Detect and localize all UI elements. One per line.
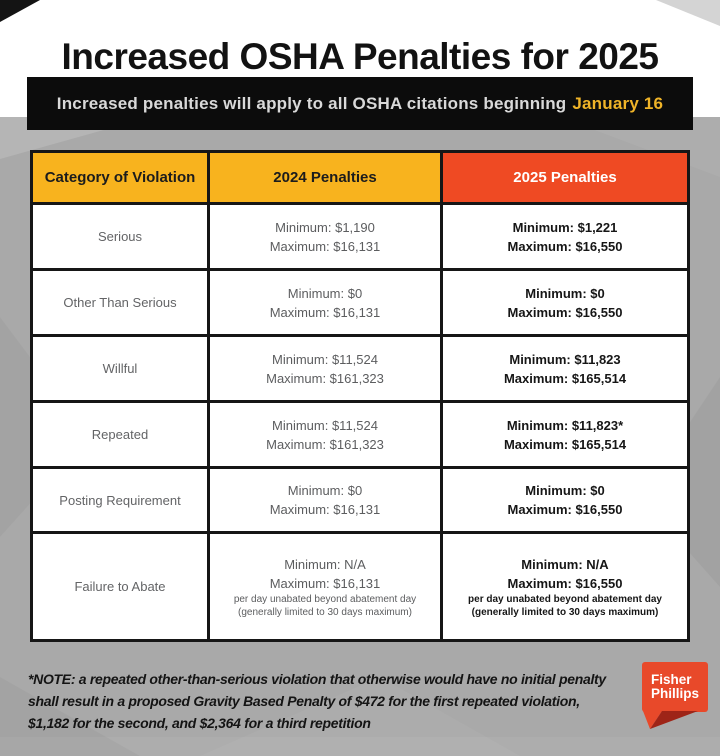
min-value: Minimum: N/A	[521, 556, 609, 572]
min-value: Minimum: $0	[525, 483, 605, 498]
max-value: Maximum: $161,323	[266, 370, 384, 386]
category-cell: Posting Requirement	[33, 469, 210, 534]
footnote-line: $1,182 for the second, and $2,364 for a …	[28, 715, 371, 731]
banner-highlight-date: January 16	[572, 93, 664, 113]
max-value: Maximum: $165,514	[503, 436, 627, 452]
footnote: *NOTE: a repeated other-than-serious vio…	[28, 668, 688, 734]
penalty-2025-cell: Minimum: $0 Maximum: $16,550	[443, 271, 687, 337]
category-cell: Failure to Abate	[33, 534, 210, 639]
subtitle-banner: Increased penalties will apply to all OS…	[27, 77, 693, 130]
footnote-line: shall result in a proposed Gravity Based…	[28, 693, 580, 709]
category-cell: Other Than Serious	[33, 271, 210, 337]
min-value: Minimum: $0	[525, 285, 605, 301]
penalty-2024-cell: Minimum: $0 Maximum: $16,131	[210, 271, 443, 337]
limit-note: (generally limited to 30 days maximum)	[238, 606, 412, 618]
per-day-note: per day unabated beyond abatement day	[468, 593, 662, 605]
header-category: Category of Violation	[33, 153, 210, 205]
top-left-corner-accent	[0, 0, 40, 22]
penalty-2024-cell: Minimum: $0 Maximum: $16,131	[210, 469, 443, 534]
penalty-2025-cell: Minimum: $1,221 Maximum: $16,550	[443, 205, 687, 271]
max-value: Maximum: $16,550	[507, 238, 623, 254]
penalty-2024-cell: Minimum: $1,190 Maximum: $16,131	[210, 205, 443, 271]
penalties-table: Category of Violation 2024 Penalties 202…	[30, 150, 690, 642]
penalty-2024-cell: Minimum: $11,524 Maximum: $161,323	[210, 403, 443, 469]
min-value: Minimum: $0	[287, 483, 363, 498]
max-value: Maximum: $16,131	[269, 238, 381, 254]
page-title: Increased OSHA Penalties for 2025	[61, 35, 659, 77]
logo-text-line1: Fisher	[651, 672, 692, 687]
banner-text: Increased penalties will apply to all OS…	[56, 93, 567, 113]
category-cell: Willful	[33, 337, 210, 403]
penalty-2025-cell: Minimum: $0 Maximum: $16,550	[443, 469, 687, 534]
category-cell: Repeated	[33, 403, 210, 469]
top-right-corner-accent	[656, 0, 720, 26]
fisher-phillips-logo: Fisher Phillips	[642, 662, 708, 729]
min-value: Minimum: $11,823*	[506, 417, 624, 433]
per-day-note: per day unabated beyond abatement day	[233, 593, 417, 605]
min-value: Minimum: $0	[287, 285, 363, 301]
min-value: Minimum: $11,823	[509, 351, 621, 367]
max-value: Maximum: $16,131	[269, 304, 381, 320]
min-value: Minimum: $1,190	[275, 219, 375, 235]
max-value: Maximum: $16,131	[269, 575, 381, 591]
header-2025-penalties: 2025 Penalties	[443, 153, 687, 205]
max-value: Maximum: $165,514	[503, 370, 627, 386]
min-value: Minimum: N/A	[284, 556, 366, 572]
penalty-2024-cell: Minimum: $11,524 Maximum: $161,323	[210, 337, 443, 403]
penalty-2025-cell: Minimum: N/A Maximum: $16,550 per day un…	[443, 534, 687, 639]
category-cell: Serious	[33, 205, 210, 271]
header-2024-penalties: 2024 Penalties	[210, 153, 443, 205]
min-value: Minimum: $11,524	[272, 417, 378, 433]
min-value: Minimum: $11,524	[272, 351, 378, 367]
limit-note: (generally limited to 30 days maximum)	[471, 606, 659, 618]
max-value: Maximum: $16,550	[507, 575, 623, 591]
penalty-2025-cell: Minimum: $11,823 Maximum: $165,514	[443, 337, 687, 403]
penalty-2025-cell: Minimum: $11,823* Maximum: $165,514	[443, 403, 687, 469]
penalty-2024-cell: Minimum: N/A Maximum: $16,131 per day un…	[210, 534, 443, 639]
max-value: Maximum: $16,131	[269, 502, 381, 517]
logo-text-line2: Phillips	[651, 686, 699, 701]
footnote-line: *NOTE: a repeated other-than-serious vio…	[28, 671, 606, 687]
max-value: Maximum: $16,550	[507, 502, 623, 517]
max-value: Maximum: $161,323	[266, 436, 384, 452]
max-value: Maximum: $16,550	[507, 304, 623, 320]
min-value: Minimum: $1,221	[512, 219, 618, 235]
